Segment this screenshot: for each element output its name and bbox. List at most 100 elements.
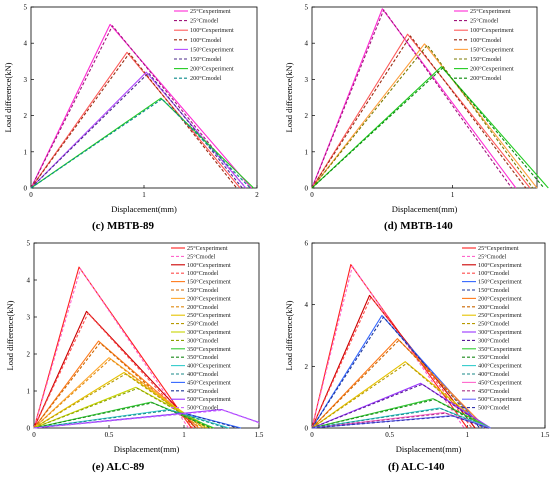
- x-tick-label: 0: [29, 191, 33, 199]
- series-line-9: [33, 371, 207, 429]
- y-axis-label: Load difference(kN): [3, 62, 13, 132]
- legend-entry: 25°Cexperiment: [478, 245, 519, 252]
- legend-entry: 300°Cmodel: [478, 337, 510, 344]
- series-line-12: [311, 383, 488, 429]
- legend-entry: 200°Cexperiment: [190, 66, 234, 73]
- legend-entry: 250°Cmodel: [478, 321, 510, 328]
- series-line-5: [30, 71, 247, 189]
- series-line-7: [311, 66, 549, 189]
- x-tick-label: 1: [182, 431, 186, 439]
- plot-frame: [311, 242, 546, 429]
- x-tick-label: 0: [32, 431, 36, 439]
- series-line-14: [33, 402, 212, 429]
- chart-panel-4: 0 0.5 1 1.5 0 2 4 6 Displacement(mm) Load differe…: [284, 240, 550, 474]
- legend-entry: 450°Cexperiment: [478, 379, 522, 386]
- legend-entry: 100°Cexperiment: [190, 27, 234, 34]
- legend-entry: 100°Cmodel: [478, 270, 510, 277]
- series-line-7: [311, 338, 487, 429]
- y-tick-label: 1: [305, 148, 309, 156]
- legend-entry: 450°Cexperiment: [187, 379, 231, 386]
- series-line-10: [33, 373, 204, 429]
- legend-entry: 500°Cmodel: [187, 405, 219, 412]
- legend-entry: 350°Cexperiment: [478, 346, 522, 353]
- legend-entry: 25°Cmodel: [190, 18, 219, 25]
- y-axis-label: Load difference(kN): [284, 300, 294, 370]
- legend-entry: 25°Cexperiment: [190, 8, 231, 15]
- series-line-6: [311, 316, 481, 429]
- x-tick-label: 0.5: [105, 431, 114, 439]
- series-line-4: [30, 52, 238, 189]
- legend-entry: 350°Cexperiment: [187, 346, 231, 353]
- legend-entry: 200°Cexperiment: [470, 66, 514, 73]
- legend: 25°Cexperiment25°Cmodel100°Cexperiment10…: [171, 245, 231, 412]
- series-line-1: [311, 264, 468, 429]
- y-tick-label: 3: [27, 314, 31, 322]
- legend-entry: 500°Cexperiment: [478, 396, 522, 403]
- plot-frame: [311, 6, 538, 189]
- legend-entry: 150°Cexperiment: [190, 46, 234, 53]
- y-tick-label: 1: [24, 148, 28, 156]
- legend: 25°Cexperiment 25°Cmodel 100°Cexperiment 10…: [174, 8, 234, 82]
- legend-entry: 200°Cmodel: [470, 75, 502, 82]
- panel-caption: (e) ALC-89: [92, 461, 145, 473]
- y-tick-label: 2: [27, 351, 31, 359]
- legend-entry: 350°Cmodel: [478, 354, 510, 361]
- series-line-9: [311, 361, 487, 429]
- legend-entry: 250°Cexperiment: [187, 312, 231, 319]
- series-line-5: [33, 340, 200, 429]
- legend-entry: 150°Cexperiment: [470, 46, 514, 53]
- y-axis-label: Load difference(kN): [5, 300, 15, 370]
- legend-entry: 350°Cmodel: [187, 354, 219, 361]
- x-axis-label: Displacement(mm): [392, 204, 458, 214]
- legend-entry: 300°Cexperiment: [478, 329, 522, 336]
- legend-entry: 500°Cexperiment: [187, 396, 231, 403]
- legend: 25°Cexperiment25°Cmodel100°Cexperiment10…: [454, 8, 514, 82]
- y-tick-label: 4: [27, 277, 31, 285]
- legend-entry: 250°Cmodel: [187, 321, 219, 328]
- y-axis-label: Load difference(kN): [284, 62, 294, 132]
- panel-caption: (c) MBTB-89: [92, 220, 155, 232]
- x-axis-label: Displacement(mm): [111, 204, 177, 214]
- y-tick-label: 4: [24, 40, 28, 48]
- legend-entry: 200°Cexperiment: [187, 295, 231, 302]
- series-line-1: [30, 23, 252, 189]
- y-tick-label: 5: [24, 4, 28, 12]
- x-tick-label: 0: [310, 431, 314, 439]
- series-line-4: [311, 296, 473, 429]
- x-tick-label: 0: [310, 191, 314, 199]
- x-tick-label: 1.5: [255, 431, 264, 439]
- x-tick-label: 1.5: [541, 431, 550, 439]
- series-line-1: [311, 8, 517, 189]
- legend-entry: 100°Cmodel: [190, 37, 222, 44]
- series-line-5: [311, 43, 538, 189]
- series-line-14: [311, 399, 488, 429]
- y-tick-label: 3: [24, 76, 28, 84]
- y-tick-label: 1: [27, 388, 31, 396]
- legend-entry: 150°Cmodel: [187, 287, 219, 294]
- series-line-8: [311, 67, 545, 189]
- legend-entry: 150°Cmodel: [470, 56, 502, 63]
- chart-panel-3: 0 0.5 1 1.5 0 1 2 3 4 5 Displacement(mm) Load diffe…: [5, 240, 264, 474]
- y-tick-label: 0: [305, 185, 309, 193]
- panel-caption: (d) MBTB-140: [384, 220, 453, 232]
- y-tick-label: 5: [27, 240, 31, 248]
- y-tick-label: 3: [305, 76, 309, 84]
- legend-entry: 25°Cmodel: [470, 18, 499, 25]
- x-axis-label: Displacement(mm): [114, 444, 180, 454]
- legend-entry: 150°Cexperiment: [478, 279, 522, 286]
- series-line-3: [30, 51, 241, 189]
- legend-entry: 200°Cexperiment: [478, 295, 522, 302]
- legend-entry: 400°Cmodel: [187, 371, 219, 378]
- y-tick-label: 4: [305, 40, 309, 48]
- series-line-16: [311, 408, 488, 429]
- series-line-2: [311, 9, 513, 189]
- y-tick-label: 2: [305, 112, 309, 120]
- series-line-8: [30, 98, 251, 189]
- series-line-16: [33, 409, 227, 429]
- series-line-6: [33, 342, 197, 429]
- legend-entry: 100°Cexperiment: [478, 262, 522, 269]
- plot-frame: [33, 242, 260, 429]
- legend-entry: 100°Cexperiment: [470, 27, 514, 34]
- legend-entry: 25°Cmodel: [478, 253, 507, 260]
